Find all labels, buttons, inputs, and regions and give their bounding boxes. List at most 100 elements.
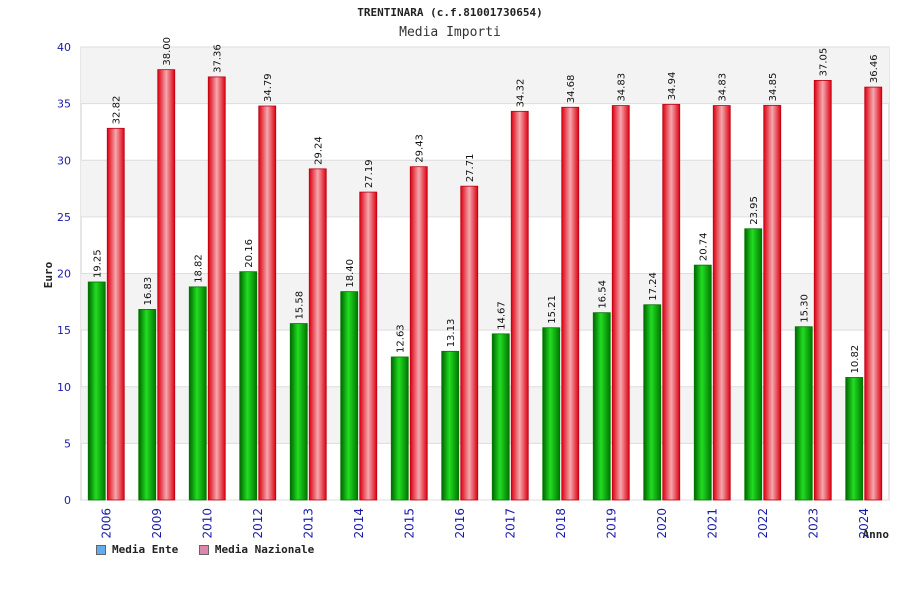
x-tick-label: 2012 xyxy=(251,508,265,539)
data-label-media-nazionale-2015: 29.43 xyxy=(415,134,426,163)
bar-media-ente-2017 xyxy=(491,333,510,501)
chart-title: TRENTINARA (c.f.81001730654) xyxy=(357,6,543,19)
data-label-media-ente-2018: 15.21 xyxy=(547,295,558,324)
bar-media-nazionale-2019 xyxy=(611,105,630,501)
data-label-media-ente-2013: 15.58 xyxy=(295,291,306,320)
data-label-media-ente-2015: 12.63 xyxy=(396,324,407,353)
data-label-media-ente-2023: 15.30 xyxy=(800,294,811,323)
x-tick-label: 2014 xyxy=(352,508,366,539)
bar-media-nazionale-2016 xyxy=(460,185,479,501)
bar-media-ente-2024 xyxy=(845,377,864,501)
data-label-media-ente-2021: 20.74 xyxy=(699,232,710,261)
data-label-media-nazionale-2012: 34.79 xyxy=(263,73,274,102)
bar-media-ente-2019 xyxy=(592,312,611,501)
bar-media-nazionale-2015 xyxy=(409,166,428,501)
chart-subtitle: Media Importi xyxy=(399,25,501,40)
x-tick-label: 2023 xyxy=(806,508,820,539)
bar-media-ente-2016 xyxy=(441,350,460,501)
bar-media-nazionale-2012 xyxy=(258,105,277,501)
y-tick-label: 15 xyxy=(57,324,71,337)
data-label-media-nazionale-2016: 27.71 xyxy=(465,154,476,183)
data-label-media-ente-2012: 20.16 xyxy=(244,239,255,268)
data-label-media-nazionale-2022: 34.85 xyxy=(768,73,779,102)
bar-media-nazionale-2021 xyxy=(712,105,731,501)
bar-media-nazionale-2010 xyxy=(207,76,226,501)
x-tick-label: 2016 xyxy=(453,508,467,539)
bar-media-nazionale-2022 xyxy=(763,104,782,501)
y-tick-label: 25 xyxy=(57,211,71,224)
bar-media-ente-2010 xyxy=(188,286,207,501)
y-tick-label: 10 xyxy=(57,381,71,394)
bar-media-ente-2012 xyxy=(239,271,258,501)
bar-media-nazionale-2024 xyxy=(864,86,883,501)
y-tick-label: 20 xyxy=(57,268,71,281)
x-tick-label: 2021 xyxy=(705,508,719,539)
data-label-media-nazionale-2013: 29.24 xyxy=(314,136,325,165)
data-label-media-ente-2014: 18.40 xyxy=(345,259,356,288)
data-label-media-nazionale-2014: 27.19 xyxy=(364,159,375,188)
data-label-media-ente-2019: 16.54 xyxy=(598,280,609,309)
data-label-media-ente-2010: 18.82 xyxy=(194,254,205,283)
data-label-media-ente-2020: 17.24 xyxy=(648,272,659,301)
bars xyxy=(87,69,883,501)
y-tick-label: 0 xyxy=(64,494,71,507)
bar-media-nazionale-2023 xyxy=(813,80,832,501)
legend-swatch-media-nazionale xyxy=(198,545,209,555)
data-label-media-nazionale-2010: 37.36 xyxy=(213,44,224,73)
legend: Media Ente Media Nazionale xyxy=(96,543,328,556)
bar-media-ente-2023 xyxy=(794,326,813,501)
x-tick-label: 2006 xyxy=(99,508,113,539)
bar-media-nazionale-2017 xyxy=(510,110,529,501)
x-tick-label: 2020 xyxy=(655,508,669,539)
legend-swatch-media-ente xyxy=(96,545,106,555)
legend-label-media-nazionale: Media Nazionale xyxy=(214,543,315,556)
data-label-media-nazionale-2020: 34.94 xyxy=(667,72,678,101)
y-tick-label: 5 xyxy=(64,437,71,450)
bar-media-nazionale-2013 xyxy=(308,168,327,501)
legend-item-media-ente: Media Ente xyxy=(96,543,178,556)
bar-media-nazionale-2014 xyxy=(359,191,378,501)
bar-media-ente-2009 xyxy=(138,309,157,501)
y-axis-label: Euro xyxy=(42,261,55,288)
data-label-media-ente-2009: 16.83 xyxy=(143,277,154,306)
x-tick-label: 2013 xyxy=(301,508,315,539)
bar-media-ente-2013 xyxy=(289,323,308,501)
data-label-media-nazionale-2009: 38.00 xyxy=(162,37,173,66)
bar-media-nazionale-2020 xyxy=(662,103,681,501)
data-label-media-nazionale-2006: 32.82 xyxy=(112,96,123,125)
axes: 0 5 10 15 20 25 30 35 40 Euro Anno 2006 2009 2010 2012… xyxy=(42,41,889,541)
x-tick-label: 2022 xyxy=(756,508,770,539)
data-label-media-ente-2017: 14.67 xyxy=(497,301,508,330)
x-axis-label: Anno xyxy=(863,528,890,541)
data-label-media-nazionale-2024: 36.46 xyxy=(869,54,880,83)
x-tick-label: 2019 xyxy=(604,508,618,539)
data-label-media-nazionale-2017: 34.32 xyxy=(516,79,527,108)
bar-media-nazionale-2009 xyxy=(157,69,176,501)
data-labels: 19.25 32.82 16.83 38.00 18.82 37.36 20.16 34.79… xyxy=(93,37,881,373)
bar-media-ente-2015 xyxy=(390,356,409,501)
x-tick-label: 2015 xyxy=(402,508,416,539)
bar-media-ente-2022 xyxy=(744,228,763,501)
x-tick-label: 2009 xyxy=(150,508,164,539)
data-label-media-nazionale-2023: 37.05 xyxy=(819,48,830,77)
bar-media-ente-2021 xyxy=(693,264,712,501)
x-tick-label: 2018 xyxy=(554,508,568,539)
x-tick-label: 2024 xyxy=(857,508,871,539)
bar-media-nazionale-2006 xyxy=(106,127,125,501)
data-label-media-ente-2006: 19.25 xyxy=(93,249,104,278)
bar-media-ente-2018 xyxy=(542,327,561,501)
data-label-media-nazionale-2021: 34.83 xyxy=(718,73,729,102)
bar-media-ente-2014 xyxy=(340,291,359,501)
legend-item-media-nazionale: Media Nazionale xyxy=(198,543,315,556)
legend-label-media-ente: Media Ente xyxy=(112,543,179,556)
y-tick-label: 30 xyxy=(57,154,71,167)
bar-media-ente-2020 xyxy=(643,304,662,501)
y-tick-label: 40 xyxy=(57,41,71,54)
data-label-media-nazionale-2019: 34.83 xyxy=(617,73,628,102)
x-tick-label: 2017 xyxy=(503,508,517,539)
y-tick-label: 35 xyxy=(57,98,71,111)
data-label-media-nazionale-2018: 34.68 xyxy=(566,75,577,104)
x-tick-label: 2010 xyxy=(200,508,214,539)
data-label-media-ente-2022: 23.95 xyxy=(749,196,760,225)
data-label-media-ente-2016: 13.13 xyxy=(446,319,457,348)
